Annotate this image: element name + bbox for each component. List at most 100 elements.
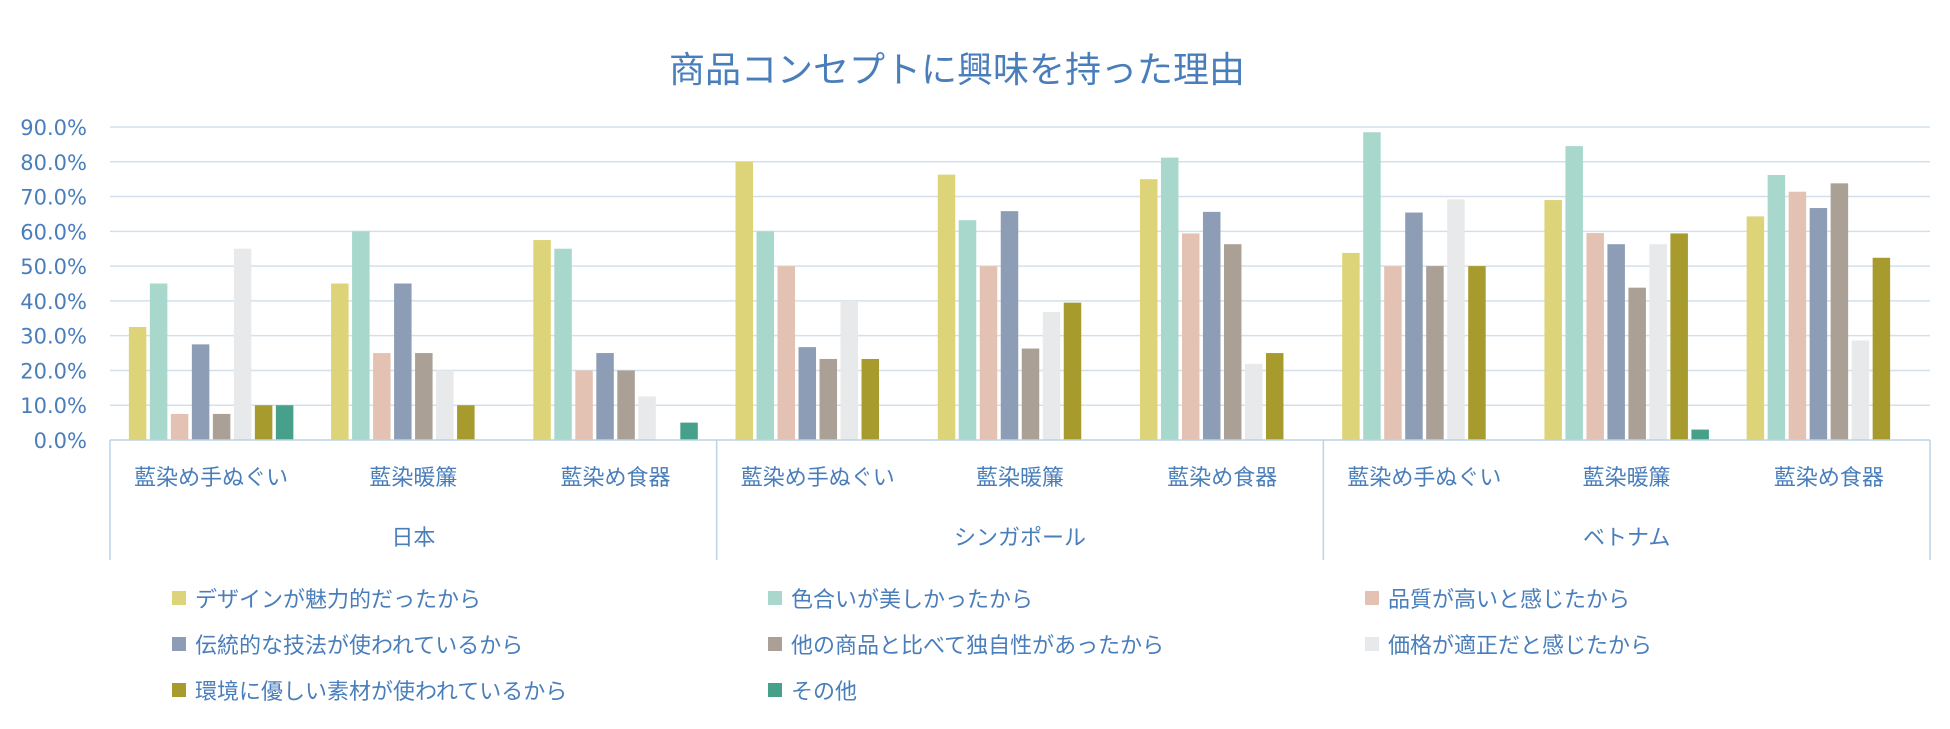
legend-item: 環境に優しい素材が使われているから: [172, 680, 567, 705]
legend-item: 他の商品と比べて独自性があったから: [768, 634, 1164, 659]
bar: [1181, 233, 1200, 440]
bar: [756, 231, 775, 440]
legend-swatch: [172, 637, 186, 651]
bar: [1468, 266, 1486, 440]
bar: [212, 413, 231, 440]
bar: [128, 326, 147, 440]
bar: [149, 283, 168, 440]
legend-label: 価格が適正だと感じたから: [1388, 634, 1652, 659]
bar: [1691, 429, 1709, 440]
legend-swatch: [768, 683, 782, 697]
legend-label: デザインが魅力的だったから: [195, 588, 481, 613]
bar: [680, 422, 698, 440]
x-axis: [109, 439, 1931, 560]
y-tick-label: 40.0%: [20, 290, 87, 314]
bar: [777, 266, 796, 440]
bar: [1063, 302, 1082, 440]
bar: [1139, 179, 1158, 441]
y-tick-label: 20.0%: [20, 359, 87, 383]
bar: [1809, 208, 1828, 440]
bar: [1363, 132, 1381, 440]
bar: [617, 370, 635, 440]
bar: [457, 405, 475, 440]
x-category-label: 藍染め手ぬぐい: [1347, 466, 1501, 491]
bar: [575, 370, 593, 440]
x-category-label: 藍染め食器: [1167, 466, 1277, 491]
bar: [1670, 233, 1688, 440]
bar: [638, 396, 656, 440]
bar: [1628, 287, 1646, 440]
bar: [352, 231, 370, 440]
legend-label: 環境に優しい素材が使われているから: [195, 680, 567, 705]
bar: [1021, 348, 1040, 440]
legend-item: デザインが魅力的だったから: [172, 588, 481, 613]
gridlines: [110, 126, 1930, 406]
bar: [170, 413, 189, 440]
y-tick-label: 70.0%: [20, 186, 87, 210]
bar: [1872, 257, 1891, 440]
bar: [979, 266, 998, 440]
bars: [128, 132, 1891, 441]
y-tick-label: 0.0%: [34, 429, 87, 453]
bar: [1405, 212, 1423, 440]
bar: [840, 300, 859, 440]
legend-item: 色合いが美しかったから: [768, 588, 1033, 613]
bar: [191, 344, 210, 440]
bar: [1160, 157, 1179, 440]
bar: [1426, 266, 1444, 440]
bar: [1223, 244, 1242, 440]
x-category-label: 藍染暖簾: [369, 466, 457, 491]
bar: [1000, 211, 1019, 440]
legend: デザインが魅力的だったから 色合いが美しかったから 品質が高いと感じたから伝統的な技…: [172, 588, 1652, 705]
y-tick-label: 90.0%: [20, 116, 87, 140]
bar: [1586, 233, 1604, 440]
bar: [533, 240, 551, 440]
bar: [1384, 266, 1402, 440]
legend-swatch: [1365, 591, 1379, 605]
bar: [233, 248, 252, 440]
bar: [1746, 216, 1765, 440]
x-category-label: 藍染め食器: [561, 466, 671, 491]
legend-label: 伝統的な技法が使われているから: [195, 634, 523, 659]
bar: [1788, 191, 1807, 440]
x-category-label: 藍染暖簾: [976, 466, 1064, 491]
bar: [1202, 211, 1221, 440]
bar: [331, 283, 349, 440]
x-group-label: ベトナム: [1583, 526, 1670, 551]
legend-swatch: [768, 637, 782, 651]
bar: [937, 174, 956, 440]
x-category-label: 藍染暖簾: [1583, 466, 1671, 491]
bar: [798, 347, 817, 440]
legend-label: 色合いが美しかったから: [791, 588, 1033, 613]
y-axis-ticks: 0.0% 10.0% 20.0% 30.0% 40.0% 50.0% 60.0% 70.0% 8…: [20, 116, 87, 453]
legend-label: その他: [791, 680, 857, 705]
y-tick-label: 80.0%: [20, 151, 87, 175]
legend-item: その他: [768, 680, 857, 705]
bar: [275, 405, 294, 440]
bar: [436, 370, 454, 440]
bar: [735, 161, 754, 440]
bar: [1544, 200, 1562, 440]
legend-swatch: [1365, 637, 1379, 651]
x-category-label: 藍染め食器: [1774, 466, 1884, 491]
legend-item: 品質が高いと感じたから: [1365, 588, 1630, 613]
legend-label: 品質が高いと感じたから: [1388, 588, 1630, 613]
x-group-label: 日本: [391, 526, 435, 551]
bar: [1830, 183, 1849, 440]
bar: [958, 220, 977, 440]
bar: [1565, 146, 1583, 440]
bar: [373, 353, 391, 440]
bar: [254, 405, 273, 440]
legend-swatch: [768, 591, 782, 605]
y-tick-label: 10.0%: [20, 394, 87, 418]
bar: [1767, 174, 1786, 441]
bar: [1244, 363, 1263, 440]
bar: [1342, 252, 1360, 440]
legend-item: 伝統的な技法が使われているから: [172, 634, 523, 659]
bar: [1265, 353, 1284, 440]
bar: [596, 353, 614, 440]
bar: [1607, 244, 1625, 440]
bar: [554, 248, 572, 440]
legend-swatch: [172, 591, 186, 605]
